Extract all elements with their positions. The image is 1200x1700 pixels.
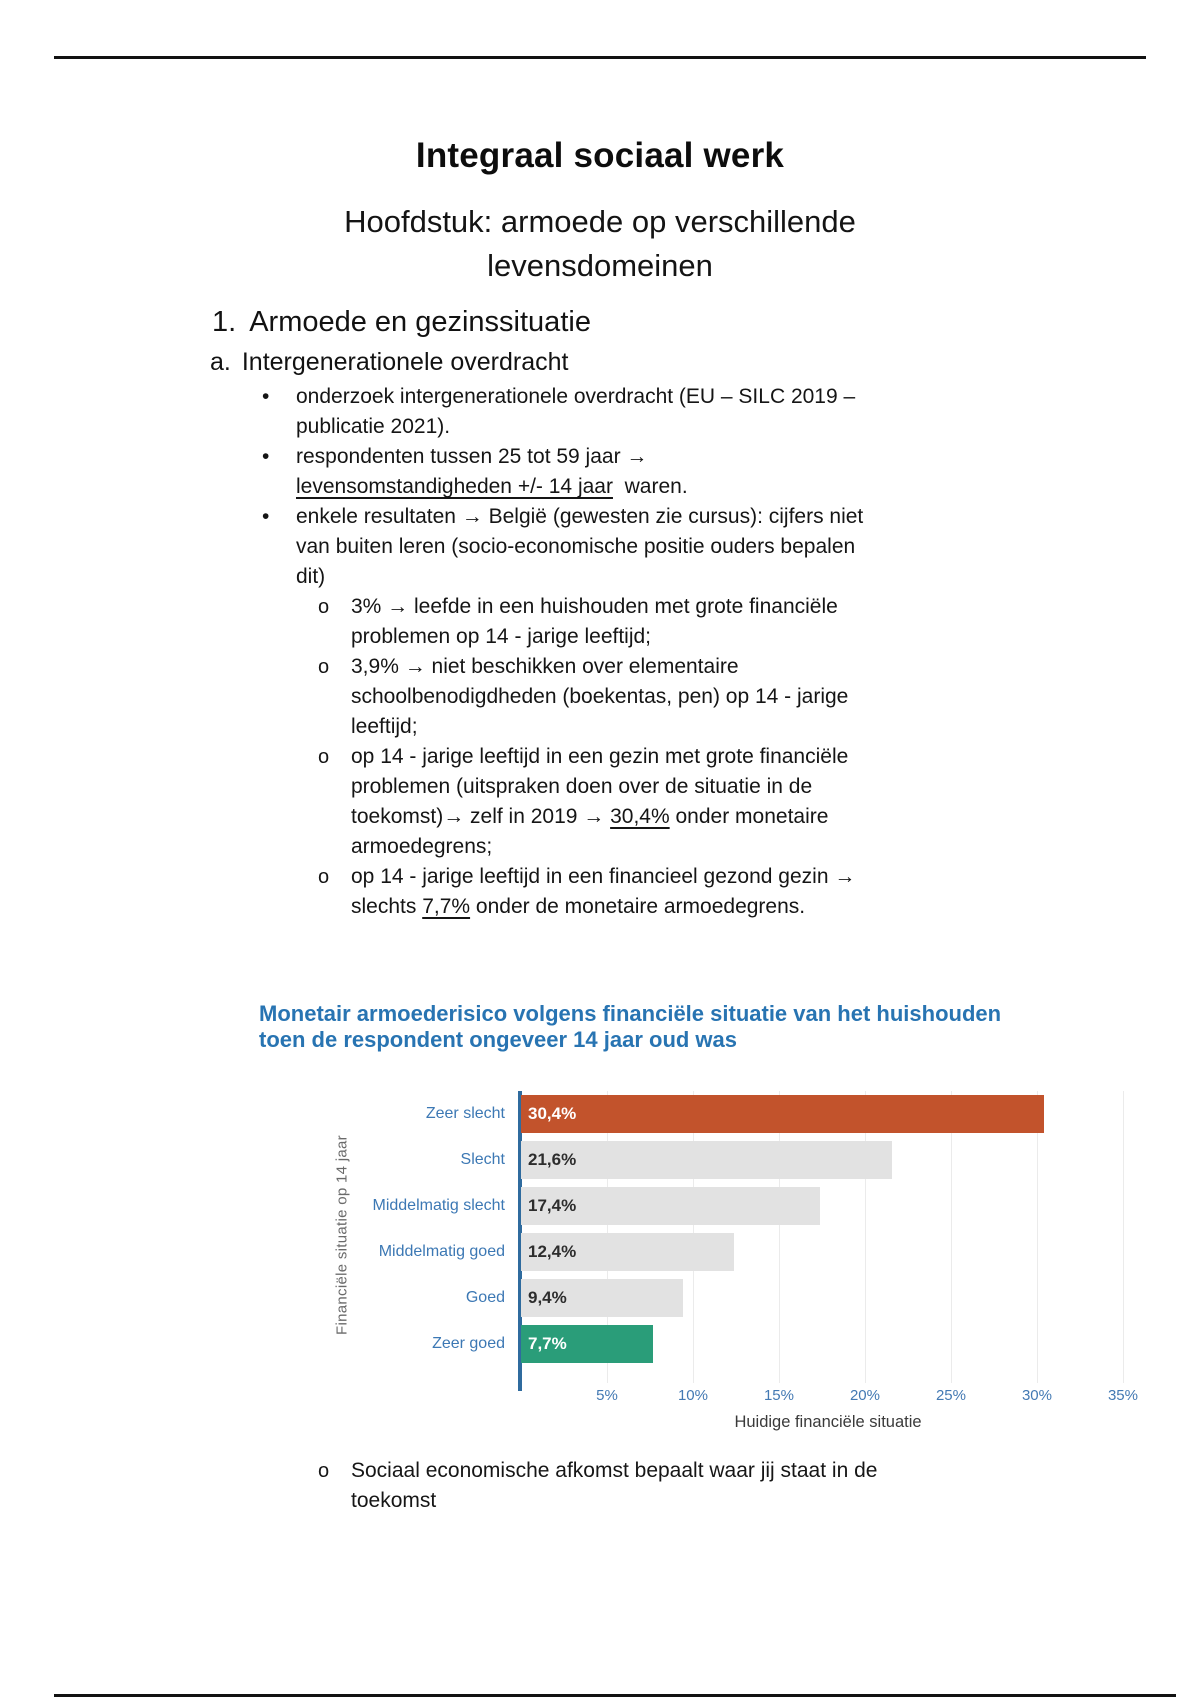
chart-category-label: Middelmatig slecht <box>372 1197 506 1214</box>
chart-bar-row: Goed 9,4% <box>300 1279 1135 1317</box>
chart-x-axis-label: Huidige financiële situatie <box>734 1413 922 1431</box>
list-item: o op 14 - jarige leeftijd in een gezin m… <box>318 742 942 862</box>
chart-bar-value-label: 17,4% <box>528 1196 577 1215</box>
list-item-text: op 14 - jarige leeftijd in een financiee… <box>351 862 911 922</box>
document-title: Integraal sociaal werk <box>415 136 785 175</box>
list-item-text: 3,9% → niet beschikken over elementaire … <box>351 655 849 738</box>
chart-bar-track: 12,4% <box>521 1233 1135 1271</box>
chart-rows: Zeer slecht 30,4% Slecht 21,6% Middelmatig s… <box>300 1095 1135 1371</box>
chart-bar-value-label: 12,4% <box>528 1242 577 1261</box>
underlined-text: levensomstandigheden +/- 14 jaar <box>296 475 613 498</box>
list-item-text-segment: op 14 - jarige leeftijd in een gezin met… <box>351 745 849 828</box>
section-number: 1. <box>212 306 237 338</box>
list-item-text-segment: onder monetaire armoedegrens; <box>351 805 829 858</box>
chart-bar-track: 30,4% <box>521 1095 1135 1133</box>
chart-x-tick-label: 35% <box>1107 1387 1138 1404</box>
subsection-letter: a. <box>210 348 231 376</box>
list-item-text-segment: respondenten tussen 25 tot 59 jaar → <box>296 445 648 468</box>
bullet-marker: • <box>262 445 270 468</box>
chart-bar-row: Middelmatig goed 12,4% <box>300 1233 1135 1271</box>
subsection-title: Intergenerationele overdracht <box>241 348 569 376</box>
chart-bar <box>521 1325 654 1363</box>
chart-bar-row: Zeer slecht 30,4% <box>300 1095 1135 1133</box>
list-item-text-segment: waren. <box>612 475 688 498</box>
section-title: Armoede en gezinssituatie <box>249 306 591 338</box>
chart-category-label: Slecht <box>460 1151 505 1168</box>
list-item: • enkele resultaten → België (gewesten z… <box>262 502 942 592</box>
chart-gridline <box>950 1091 952 1383</box>
monetair-armoederisico-chart: Financiële situatie op 14 jaar Zeer slec… <box>300 1085 1145 1440</box>
chart-bar-row: Slecht 21,6% <box>300 1141 1135 1179</box>
sub-bullet-marker: o <box>318 746 330 768</box>
chart-x-tick-label: 10% <box>677 1387 708 1404</box>
chart-bar <box>521 1279 683 1317</box>
chart-x-tick-label: 25% <box>935 1387 966 1404</box>
bullet-marker: • <box>262 385 270 408</box>
bullet-list: • onderzoek intergenerationele overdrach… <box>262 382 942 922</box>
chart-bar-row: Zeer goed 7,7% <box>300 1325 1135 1363</box>
chart-category-label: Goed <box>465 1289 505 1306</box>
list-item: o Sociaal economische afkomst bepaalt wa… <box>318 1456 879 1516</box>
bottom-divider <box>54 1694 1176 1697</box>
chart-gridline <box>1036 1091 1038 1383</box>
list-item: o 3,9% → niet beschikken over elementair… <box>318 652 942 742</box>
sub-bullet-marker: o <box>318 656 330 678</box>
chart-gridline <box>864 1091 866 1383</box>
chart-bar <box>521 1095 1044 1133</box>
chart-bar-track: 21,6% <box>521 1141 1135 1179</box>
subsection-heading: a. Intergenerationele overdracht <box>210 348 568 377</box>
sub-bullet-marker: o <box>318 866 330 888</box>
underlined-text: 30,4% <box>610 805 670 828</box>
sub-bullet-marker: o <box>318 596 330 618</box>
chart-plot-area: Zeer slecht 30,4% Slecht 21,6% Middelmatig s… <box>300 1091 1135 1391</box>
list-item-text: respondenten tussen 25 tot 59 jaar → leve… <box>296 442 866 502</box>
list-item: o 3% → leefde in een huishouden met grot… <box>318 592 942 652</box>
chart-gridline <box>778 1091 780 1383</box>
chart-bar-value-label: 7,7% <box>528 1334 567 1353</box>
chart-title: Monetair armoederisico volgens financiël… <box>259 1001 1002 1052</box>
chart-category-label: Zeer slecht <box>425 1105 505 1122</box>
list-item-text-segment: op 14 - jarige leeftijd in een financiee… <box>351 865 856 918</box>
chart-bar-value-label: 30,4% <box>528 1104 577 1123</box>
chart-bar-track: 7,7% <box>521 1325 1135 1363</box>
chart-bar-row: Middelmatig slecht 17,4% <box>300 1187 1135 1225</box>
chart-bar-track: 9,4% <box>521 1279 1135 1317</box>
list-item: • onderzoek intergenerationele overdrach… <box>262 382 942 442</box>
list-item-text: 3% → leefde in een huishouden met grote … <box>351 595 838 648</box>
chart-bar <box>521 1187 821 1225</box>
chart-x-tick-label: 20% <box>849 1387 880 1404</box>
top-divider <box>54 56 1146 59</box>
sub-bullet-list: o 3% → leefde in een huishouden met grot… <box>318 592 942 922</box>
list-item-text: onderzoek intergenerationele overdracht … <box>296 385 856 438</box>
chart-category-label: Zeer goed <box>432 1335 505 1352</box>
section-heading: 1. Armoede en gezinssituatie <box>212 306 591 339</box>
list-item: o op 14 - jarige leeftijd in een financi… <box>318 862 942 922</box>
chart-x-ticks: 5% 10% 15% 20% 25% 30% 35% <box>521 1387 1138 1407</box>
chart-gridline <box>1122 1091 1124 1383</box>
chart-x-tick-label: 30% <box>1021 1387 1052 1404</box>
chart-bar-track: 17,4% <box>521 1187 1135 1225</box>
chart-x-tick-label: 5% <box>596 1387 618 1404</box>
chapter-subtitle: Hoofdstuk: armoede op verschillende leve… <box>344 204 856 283</box>
list-item-text: op 14 - jarige leeftijd in een gezin met… <box>351 742 911 862</box>
chart-y-axis-line <box>518 1091 522 1391</box>
chart-category-label: Middelmatig goed <box>378 1243 505 1260</box>
chart-bar-value-label: 9,4% <box>528 1288 567 1307</box>
chart-bar <box>521 1233 735 1271</box>
list-item-text-segment: onder de monetaire armoedegrens. <box>470 895 806 918</box>
underlined-text: 7,7% <box>422 895 471 918</box>
chart-bar <box>521 1141 893 1179</box>
bullet-marker: • <box>262 505 270 528</box>
list-item-text: enkele resultaten → België (gewesten zie… <box>296 505 864 588</box>
sub-bullet-marker: o <box>318 1460 330 1482</box>
list-item: • respondenten tussen 25 tot 59 jaar → le… <box>262 442 942 502</box>
chart-x-tick-label: 15% <box>763 1387 794 1404</box>
chart-bar-value-label: 21,6% <box>528 1150 577 1169</box>
list-item-text: Sociaal economische afkomst bepaalt waar… <box>351 1459 878 1512</box>
